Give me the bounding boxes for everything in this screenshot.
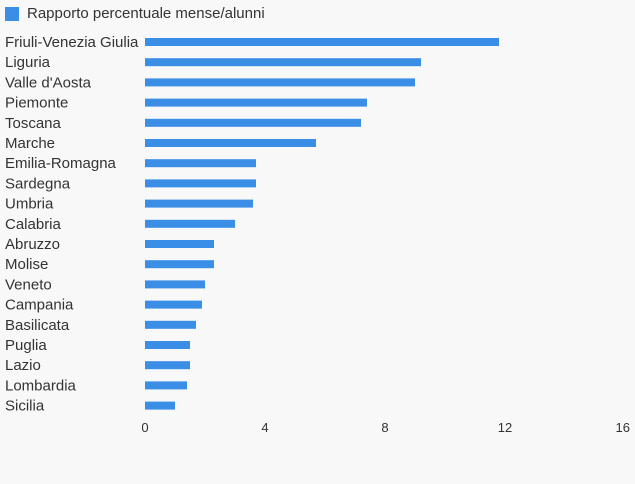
bar bbox=[145, 179, 256, 188]
bar bbox=[145, 300, 202, 309]
x-tick-label: 0 bbox=[141, 420, 148, 435]
bar bbox=[145, 260, 214, 269]
category-label: Basilicata bbox=[5, 317, 70, 334]
bar bbox=[145, 98, 367, 107]
bar bbox=[145, 219, 235, 228]
category-label: Liguria bbox=[5, 54, 51, 71]
category-label: Emilia-Romagna bbox=[5, 155, 117, 172]
category-label: Toscana bbox=[5, 115, 62, 132]
bar bbox=[145, 38, 499, 46]
bar bbox=[145, 320, 196, 329]
category-label: Abruzzo bbox=[5, 236, 60, 253]
category-label: Molise bbox=[5, 256, 48, 273]
legend-label: Rapporto percentuale mense/alunni bbox=[27, 5, 265, 22]
x-tick-label: 8 bbox=[381, 420, 388, 435]
bar bbox=[145, 381, 187, 390]
category-label: Umbria bbox=[5, 196, 54, 213]
x-tick-label: 12 bbox=[498, 420, 512, 435]
category-label: Lazio bbox=[5, 357, 41, 374]
category-label: Piemonte bbox=[5, 95, 68, 112]
category-label: Sicilia bbox=[5, 398, 45, 415]
bar bbox=[145, 341, 190, 349]
category-label: Sardegna bbox=[5, 175, 71, 192]
category-label: Veneto bbox=[5, 276, 52, 293]
category-label: Friuli-Venezia Giulia bbox=[5, 34, 139, 51]
bar bbox=[145, 139, 316, 147]
bar bbox=[145, 159, 256, 168]
bar bbox=[145, 78, 415, 87]
bar bbox=[145, 361, 190, 370]
bars bbox=[145, 38, 499, 410]
category-label: Calabria bbox=[5, 216, 62, 233]
x-tick-label: 4 bbox=[261, 420, 268, 435]
category-label: Campania bbox=[5, 297, 74, 314]
legend-swatch bbox=[5, 6, 19, 21]
bar bbox=[145, 401, 175, 410]
legend: Rapporto percentuale mense/alunni bbox=[5, 5, 265, 22]
category-labels: Friuli-Venezia Giulia Liguria Valle d'Aost… bbox=[5, 34, 139, 415]
x-tick-label: 16 bbox=[616, 420, 630, 435]
category-label: Marche bbox=[5, 135, 55, 152]
bar bbox=[145, 240, 214, 248]
category-label: Lombardia bbox=[5, 377, 77, 394]
x-axis-ticks: 0 4 8 12 16 bbox=[141, 420, 630, 435]
bar bbox=[145, 280, 205, 289]
category-label: Valle d'Aosta bbox=[5, 74, 92, 91]
bar bbox=[145, 58, 421, 67]
bar bbox=[145, 199, 253, 208]
bar bbox=[145, 118, 361, 127]
category-label: Puglia bbox=[5, 337, 47, 354]
